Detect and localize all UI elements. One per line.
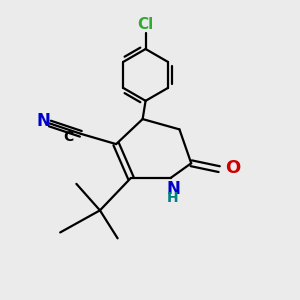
- Text: N: N: [166, 180, 180, 198]
- Text: C: C: [63, 130, 74, 144]
- Text: N: N: [37, 112, 50, 130]
- Text: O: O: [225, 159, 240, 177]
- Text: Cl: Cl: [137, 17, 154, 32]
- Text: H: H: [167, 191, 179, 205]
